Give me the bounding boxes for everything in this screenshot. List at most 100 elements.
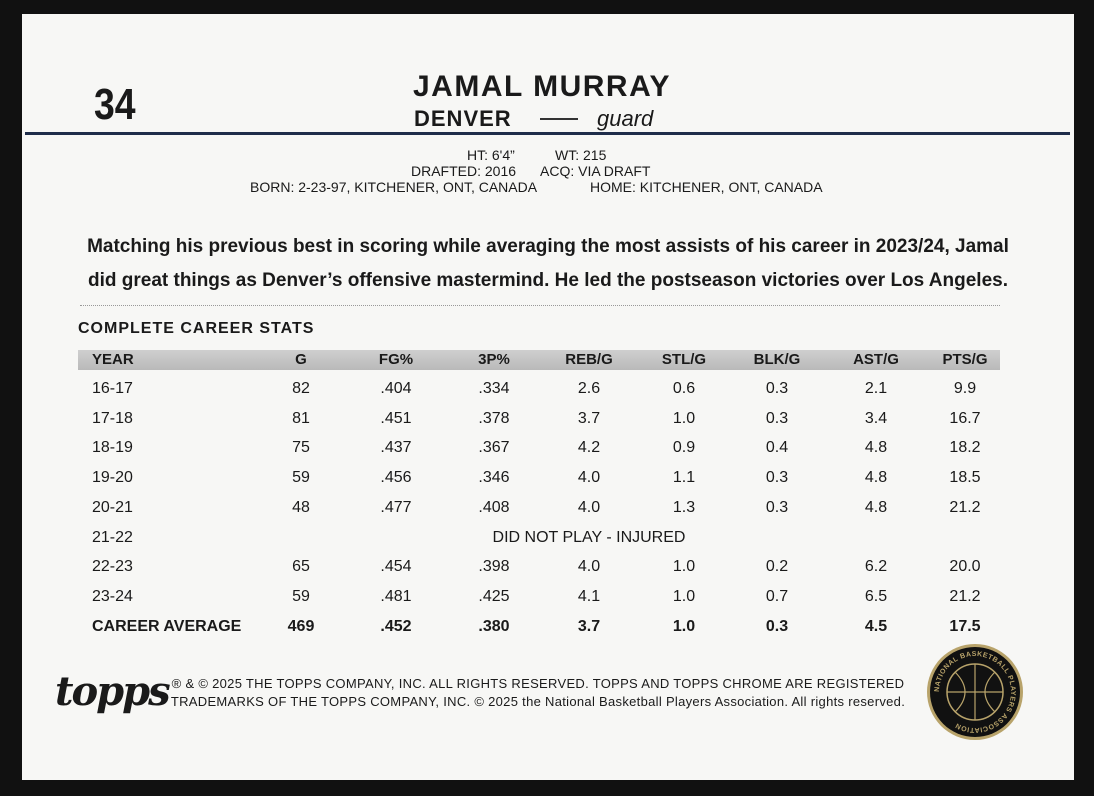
stat: 0.4 xyxy=(765,439,789,457)
stat: .346 xyxy=(478,469,510,487)
total-stat: 4.5 xyxy=(864,617,888,635)
stat: .398 xyxy=(478,558,510,576)
stat: 16.7 xyxy=(949,409,981,427)
home: HOME: KITCHENER, ONT, CANADA xyxy=(590,179,823,195)
stat: 20.0 xyxy=(949,558,981,576)
stat: 59 xyxy=(292,469,310,487)
stat: .425 xyxy=(478,587,510,605)
header-rule xyxy=(25,132,1070,135)
stat: .481 xyxy=(380,587,412,605)
column-header: BLK/G xyxy=(753,351,801,368)
stat: .456 xyxy=(380,469,412,487)
stat: 9.9 xyxy=(953,380,977,397)
year: 16-17 xyxy=(92,380,133,397)
copyright-line: ® & © 2025 THE TOPPS COMPANY, INC. ALL R… xyxy=(171,676,905,691)
stat: 81 xyxy=(292,409,310,427)
stat: .408 xyxy=(478,498,510,516)
total-stat: 0.3 xyxy=(765,617,789,635)
seal-ball-lines xyxy=(947,664,1003,720)
stat: 6.5 xyxy=(864,587,888,605)
stat: 0.7 xyxy=(765,587,789,605)
acquired: ACQ: VIA DRAFT xyxy=(540,163,651,179)
stat: 4.8 xyxy=(864,469,888,487)
stat: 4.8 xyxy=(864,498,888,516)
stat: .451 xyxy=(380,409,412,427)
stat: 0.2 xyxy=(765,558,789,576)
position: guard xyxy=(597,106,654,131)
total-stat: 469 xyxy=(287,617,315,635)
note: DID NOT PLAY - INJURED xyxy=(492,528,686,546)
table-header-bar xyxy=(78,350,1000,370)
stat: 1.0 xyxy=(672,409,696,427)
stat: 4.1 xyxy=(577,587,601,605)
stat: 3.7 xyxy=(577,409,601,427)
year: 22-23 xyxy=(92,558,133,576)
stat: 18.5 xyxy=(949,469,981,487)
stat: 48 xyxy=(292,498,310,516)
stat: .454 xyxy=(380,558,412,576)
weight: WT: 215 xyxy=(555,147,607,163)
stat: .378 xyxy=(478,409,510,427)
stat: .437 xyxy=(380,439,412,457)
stats-title: COMPLETE CAREER STATS xyxy=(78,320,315,337)
stat: 0.3 xyxy=(765,409,789,427)
stat: 0.3 xyxy=(765,469,789,487)
year: 23-24 xyxy=(92,587,133,605)
drafted: DRAFTED: 2016 xyxy=(411,163,517,179)
column-header: STL/G xyxy=(661,351,707,368)
stat: .477 xyxy=(380,498,412,516)
stat: .367 xyxy=(478,439,510,457)
stat: .334 xyxy=(478,380,510,397)
stat: 4.0 xyxy=(577,469,601,487)
stat: 0.9 xyxy=(672,439,696,457)
team: DENVER xyxy=(414,106,512,131)
stat: 18.2 xyxy=(949,439,981,457)
column-header: FG% xyxy=(378,351,414,368)
column-header: AST/G xyxy=(853,351,899,368)
column-header: 3P% xyxy=(478,351,510,368)
topps-logo: topps xyxy=(55,668,171,715)
total-stat: 3.7 xyxy=(577,617,601,635)
stat: 6.2 xyxy=(864,558,888,576)
stat: .404 xyxy=(380,380,412,397)
stat: 0.3 xyxy=(765,498,789,516)
column-header: REB/G xyxy=(565,351,613,368)
stat: 4.8 xyxy=(864,439,888,457)
stat: 1.0 xyxy=(672,587,696,605)
stat: 3.4 xyxy=(864,409,888,427)
blurb-line: Matching his previous best in scoring wh… xyxy=(87,236,1009,257)
stat: 0.3 xyxy=(765,380,789,397)
stat: 0.6 xyxy=(672,380,696,397)
column-header: PTS/G xyxy=(942,351,988,368)
stat: 4.0 xyxy=(577,498,601,516)
card-back: 34 JAMAL MURRAY DENVER guard HT: 6'4” WT… xyxy=(22,14,1074,780)
stat: 2.1 xyxy=(864,380,888,397)
total-label: CAREER AVERAGE xyxy=(92,617,242,635)
copyright-line: TRADEMARKS OF THE TOPPS COMPANY, INC. © … xyxy=(170,694,906,709)
nbpa-seal: NATIONAL BASKETBALL PLAYERS ASSOCIATION xyxy=(927,644,1023,740)
stat: 21.2 xyxy=(949,498,981,516)
stat: 2.6 xyxy=(577,380,601,397)
total-stat: 1.0 xyxy=(672,617,696,635)
stat: 65 xyxy=(292,558,310,576)
column-header: G xyxy=(295,351,307,368)
card-number: 34 xyxy=(94,80,136,129)
divider xyxy=(80,305,1000,306)
stat: 1.1 xyxy=(672,469,696,487)
total-stat: .380 xyxy=(478,617,510,635)
born: BORN: 2-23-97, KITCHENER, ONT, CANADA xyxy=(250,179,538,195)
stat: 82 xyxy=(292,380,310,397)
stat: 1.3 xyxy=(672,498,696,516)
column-header: YEAR xyxy=(92,351,134,368)
separator xyxy=(540,118,578,120)
stat: 59 xyxy=(292,587,310,605)
year: 17-18 xyxy=(92,409,133,427)
year: 19-20 xyxy=(92,469,133,487)
stat: 1.0 xyxy=(672,558,696,576)
stat: 4.0 xyxy=(577,558,601,576)
player-name: JAMAL MURRAY xyxy=(412,70,672,103)
total-stat: 17.5 xyxy=(949,617,981,635)
year: 21-22 xyxy=(92,528,133,546)
year: 20-21 xyxy=(92,498,133,516)
